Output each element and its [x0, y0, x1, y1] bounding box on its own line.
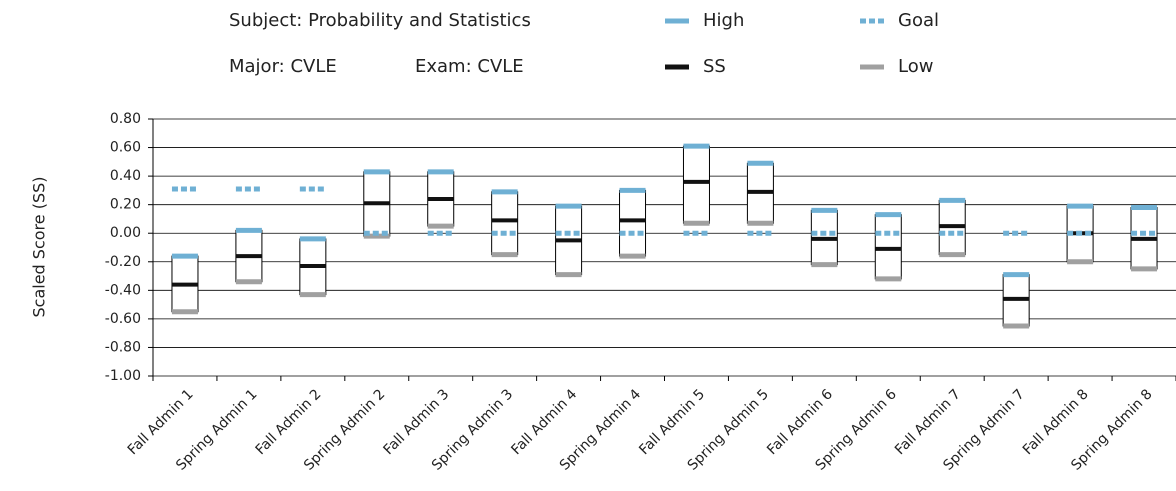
header-major: Major: CVLE [229, 56, 337, 77]
y-tick-label: -0.80 [105, 339, 141, 355]
y-tick-label: 0.40 [110, 168, 141, 184]
y-tick-label: 0.00 [110, 225, 141, 241]
y-axis-title: Scaled Score (SS) [30, 177, 49, 318]
legend-label: High [703, 10, 744, 31]
legend-label: Low [898, 56, 933, 77]
range-box [874, 214, 902, 280]
range-box [491, 191, 519, 256]
y-tick-label: 0.80 [110, 111, 141, 127]
legend-label: Goal [898, 10, 939, 31]
x-tick-label: Fall Admin 3 [381, 386, 453, 458]
x-tick-label: Fall Admin 6 [764, 386, 836, 458]
x-tick-label: Fall Admin 2 [253, 386, 325, 458]
range-box [682, 145, 710, 224]
x-tick-label: Fall Admin 1 [125, 386, 197, 458]
header-subject: Subject: Probability and Statistics [229, 10, 531, 31]
y-tick-label: 0.20 [110, 197, 141, 213]
header-exam: Exam: CVLE [415, 56, 524, 77]
range-box [619, 189, 647, 257]
x-tick-label: Fall Admin 8 [1020, 386, 1092, 458]
y-tick-label: 0.60 [110, 140, 141, 156]
x-tick-label: Fall Admin 5 [636, 386, 708, 458]
legend-label: SS [703, 56, 726, 77]
x-tick-label: Fall Admin 7 [892, 386, 964, 458]
y-tick-label: -0.60 [105, 311, 141, 327]
y-tick-label: -1.00 [105, 368, 141, 384]
y-tick-label: -0.40 [105, 282, 141, 298]
y-tick-label: -0.20 [105, 254, 141, 270]
x-tick-label: Fall Admin 4 [508, 386, 580, 458]
